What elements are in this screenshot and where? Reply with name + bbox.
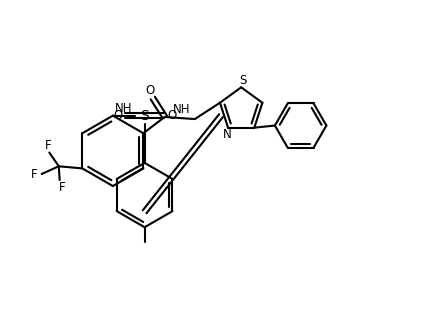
Text: S: S	[140, 109, 149, 123]
Text: O: O	[113, 109, 122, 122]
Text: N: N	[223, 128, 232, 141]
Text: S: S	[240, 74, 247, 87]
Text: O: O	[167, 109, 176, 122]
Text: NH: NH	[115, 102, 133, 115]
Text: F: F	[45, 139, 51, 152]
Text: O: O	[146, 84, 155, 97]
Text: NH: NH	[173, 103, 191, 116]
Text: F: F	[58, 181, 65, 194]
Text: F: F	[31, 168, 37, 181]
